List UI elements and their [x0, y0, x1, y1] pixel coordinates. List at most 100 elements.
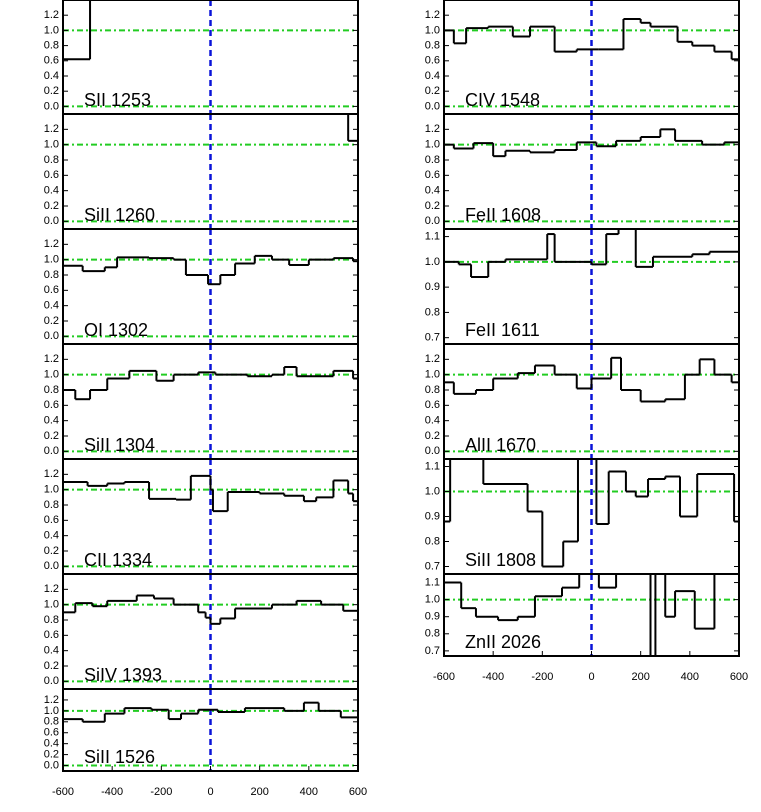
y-tick-label: 0.4 [44, 185, 59, 197]
panel: 0.7 0.8 0.9 1.0 1.1 FeII 1611 [425, 228, 740, 345]
y-tick-label: 1.2 [44, 583, 59, 595]
y-tick-label: 1.0 [425, 369, 440, 381]
y-tick-label: 0.6 [44, 399, 59, 411]
y-tick-label: 1.0 [425, 139, 440, 151]
x-tick-label: 400 [681, 671, 699, 683]
y-tick-label: 0.2 [425, 200, 440, 212]
y-tick-label: 0.8 [44, 499, 59, 511]
plot-area [444, 344, 739, 459]
ion-label: ZnII 2026 [465, 632, 541, 652]
y-tick-label: 0.2 [44, 85, 59, 97]
y-tick-label: 1.2 [44, 238, 59, 250]
plot-area [444, 0, 739, 114]
ion-label: OI 1302 [84, 320, 148, 340]
ion-label: AlII 1670 [465, 435, 536, 455]
y-tick-label: 0.8 [44, 154, 59, 166]
y-tick-label: 1.0 [425, 24, 440, 36]
y-tick-label: 1.0 [44, 599, 59, 611]
y-tick-label: 1.0 [44, 369, 59, 381]
x-tick-label: 200 [631, 671, 649, 683]
y-tick-label: 0.8 [425, 154, 440, 166]
x-tick-label: 600 [730, 671, 748, 683]
panel: 0.0 0.2 0.4 0.6 0.8 1.0 1.2 SiII 1304 [44, 343, 359, 460]
panel: 0.0 0.2 0.4 0.6 0.8 1.0 1.2 AlII 1670 [425, 343, 740, 460]
panel: 0.0 0.2 0.4 0.6 0.8 1.0 1.2 SiII 1260 [44, 113, 359, 230]
ion-label: FeII 1608 [465, 205, 541, 225]
x-tick-label: -200 [531, 671, 553, 683]
y-tick-label: 0.0 [44, 100, 59, 112]
ion-label: SiII 1526 [84, 747, 155, 767]
plot-area [444, 459, 739, 574]
y-tick-label: 1.2 [44, 694, 59, 706]
ion-label: SiII 1808 [465, 550, 536, 570]
x-tick-label: 200 [250, 786, 268, 798]
y-tick-label: 0.4 [44, 70, 59, 82]
plot-area [444, 114, 739, 229]
y-tick-label: 1.2 [425, 123, 440, 135]
y-tick-label: 1.2 [425, 9, 440, 21]
y-tick-label: 1.0 [44, 484, 59, 496]
plot-area [63, 459, 358, 574]
y-tick-label: 0.6 [44, 169, 59, 181]
panel: 0.0 0.2 0.4 0.6 0.8 1.0 1.2 CIV 1548 [425, 0, 740, 115]
panel: 0.0 0.2 0.4 0.6 0.8 1.0 1.2 SiIV 1393 [44, 573, 359, 690]
y-tick-label: 1.0 [425, 594, 440, 606]
plot-area [444, 574, 739, 656]
y-tick-label: 1.2 [44, 123, 59, 135]
y-tick-label: 0.9 [425, 510, 440, 522]
y-tick-label: 0.6 [425, 55, 440, 67]
y-tick-label: 0.0 [44, 759, 59, 771]
x-tick-label: -600 [433, 671, 455, 683]
y-tick-label: 0.0 [425, 100, 440, 112]
x-tick-label: 0 [207, 786, 213, 798]
y-tick-label: 0.0 [44, 330, 59, 342]
y-tick-label: 0.8 [425, 384, 440, 396]
panel: 0.0 0.2 0.4 0.6 0.8 1.0 1.2 SII 1253 [44, 0, 359, 115]
y-tick-label: 0.4 [44, 415, 59, 427]
y-tick-label: 0.4 [425, 70, 440, 82]
y-tick-label: 0.6 [44, 629, 59, 641]
y-tick-label: 1.1 [425, 576, 440, 588]
y-tick-label: 0.7 [425, 560, 440, 572]
panel: 0.0 0.2 0.4 0.6 0.8 1.0 1.2 FeII 1608 [425, 113, 740, 230]
y-tick-label: 1.0 [44, 254, 59, 266]
y-tick-label: 0.8 [425, 40, 440, 52]
y-tick-label: 0.4 [44, 738, 59, 750]
panel: 0.0 0.2 0.4 0.6 0.8 1.0 1.2 OI 1302 [44, 228, 359, 345]
y-tick-label: 0.4 [425, 415, 440, 427]
x-tick-label: 0 [588, 671, 594, 683]
plot-area [63, 229, 358, 344]
x-tick-label: -200 [150, 786, 172, 798]
plot-area [444, 229, 739, 344]
y-tick-label: 0.0 [44, 215, 59, 227]
y-tick-label: 1.2 [44, 9, 59, 21]
ion-label: CIV 1548 [465, 90, 540, 110]
y-tick-label: 1.0 [44, 24, 59, 36]
y-tick-label: 0.6 [425, 169, 440, 181]
ion-label: SiII 1260 [84, 205, 155, 225]
y-tick-label: 0.7 [425, 645, 440, 657]
y-tick-label: 0.8 [44, 269, 59, 281]
ion-label: CII 1334 [84, 550, 152, 570]
y-tick-label: 0.2 [425, 85, 440, 97]
y-tick-label: 1.1 [425, 230, 440, 242]
y-tick-label: 0.6 [44, 727, 59, 739]
y-tick-label: 1.0 [44, 139, 59, 151]
y-tick-label: 0.4 [44, 645, 59, 657]
x-tick-label: -400 [101, 786, 123, 798]
y-tick-label: 0.8 [425, 306, 440, 318]
y-tick-label: 0.8 [44, 384, 59, 396]
y-tick-label: 0.8 [425, 628, 440, 640]
y-tick-label: 0.2 [44, 315, 59, 327]
x-tick-label: -400 [482, 671, 504, 683]
y-tick-label: 0.0 [44, 445, 59, 457]
y-tick-label: 0.8 [44, 716, 59, 728]
x-tick-label: 400 [300, 786, 318, 798]
x-tick-label: 600 [349, 786, 367, 798]
y-tick-label: 1.0 [425, 485, 440, 497]
y-tick-label: 1.2 [44, 353, 59, 365]
x-tick-label: -600 [52, 786, 74, 798]
plot-area [63, 574, 358, 689]
